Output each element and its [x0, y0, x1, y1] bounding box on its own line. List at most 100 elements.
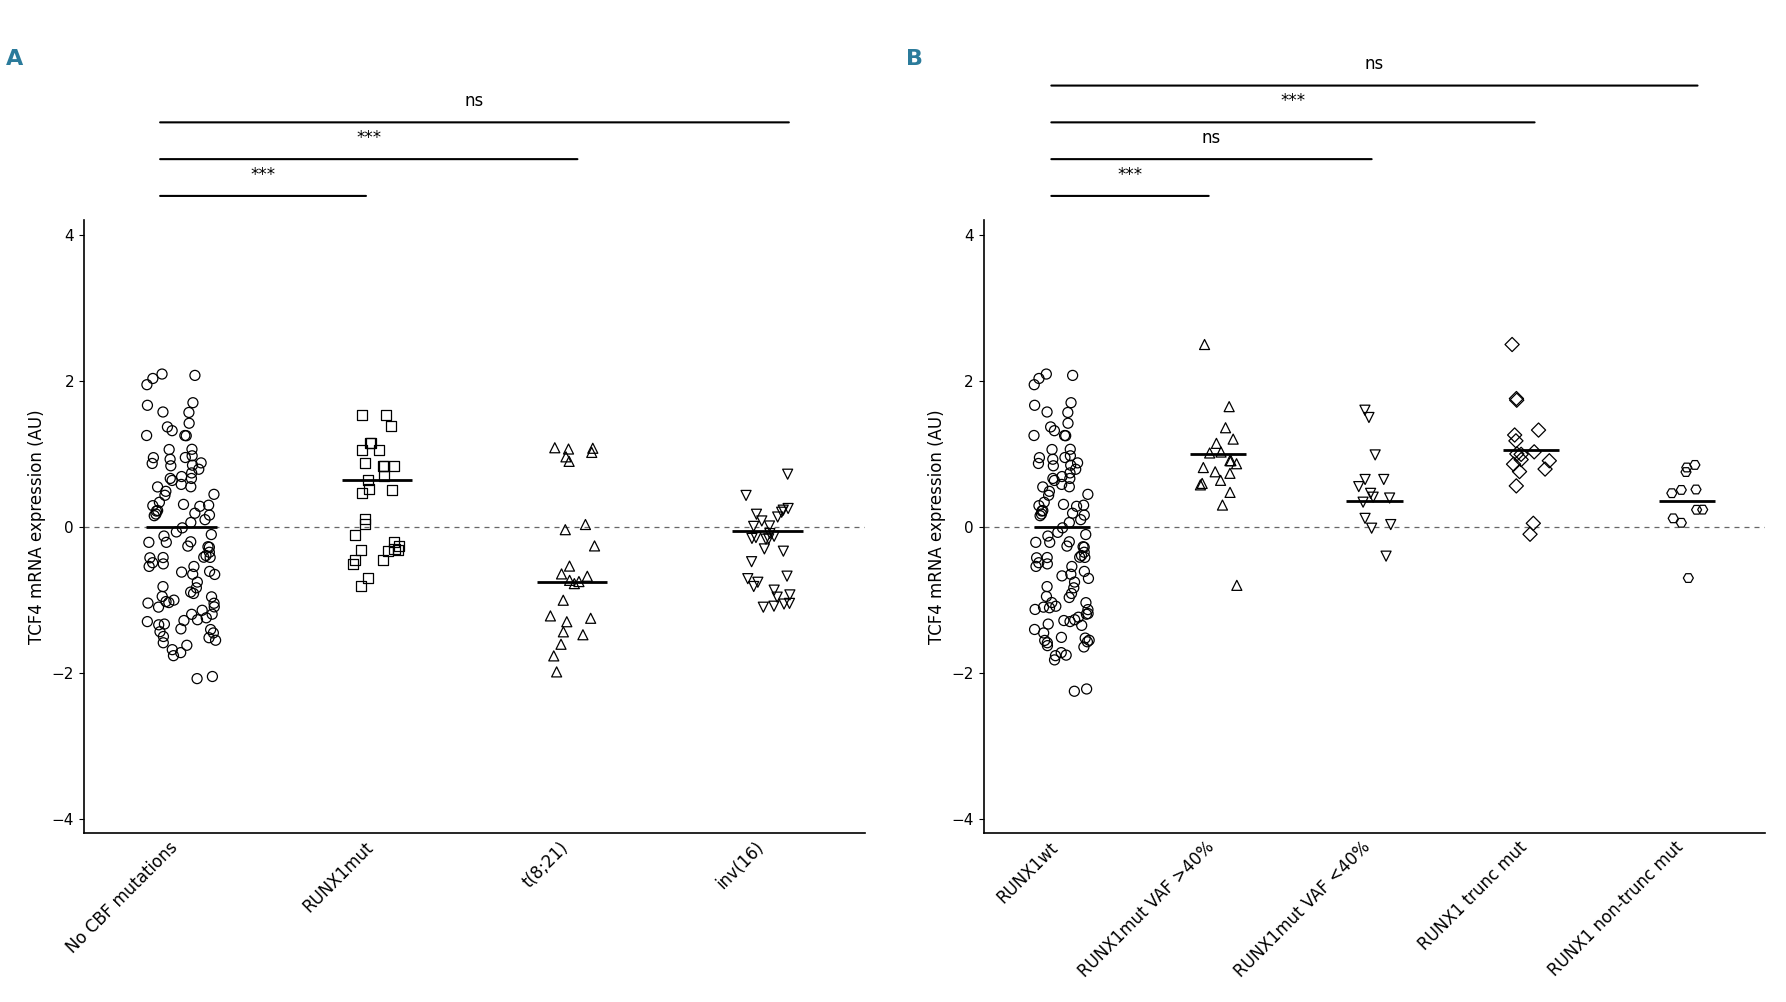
Point [1072, 606, 1100, 622]
Point [1032, 404, 1061, 420]
Point [1498, 337, 1527, 353]
Point [182, 574, 211, 590]
Point [195, 629, 223, 645]
Point [1036, 419, 1064, 435]
Point [1345, 479, 1373, 495]
Point [1377, 517, 1406, 533]
Point [377, 418, 405, 434]
Point [1061, 611, 1089, 627]
Point [1036, 483, 1064, 499]
Point [1070, 507, 1098, 523]
Point [1516, 526, 1545, 542]
Point [179, 457, 207, 473]
Point [138, 456, 166, 472]
Point [1361, 447, 1390, 463]
Point [564, 573, 593, 589]
Point [188, 602, 216, 618]
Point [1052, 647, 1081, 663]
Point [1072, 681, 1100, 697]
Point [1054, 405, 1082, 421]
Point [1047, 629, 1075, 645]
Point [173, 538, 202, 554]
Point [1022, 550, 1050, 566]
Point [171, 428, 200, 444]
Point [139, 371, 168, 387]
Point [184, 611, 213, 627]
Point [368, 458, 396, 474]
Point [152, 593, 180, 609]
Point [1068, 617, 1097, 633]
Point [346, 578, 375, 594]
Point [152, 483, 180, 499]
Point [370, 468, 398, 484]
Point [1038, 594, 1066, 610]
Point [143, 479, 171, 495]
Point [1063, 455, 1091, 471]
Point [168, 469, 196, 485]
Point [355, 481, 384, 497]
Point [1025, 508, 1054, 524]
Point [1056, 465, 1084, 481]
Point [180, 558, 209, 574]
Text: A: A [5, 49, 23, 69]
Point [1025, 371, 1054, 387]
Point [759, 598, 788, 614]
Point [139, 450, 168, 466]
Point [341, 552, 370, 568]
Point [177, 584, 205, 600]
Point [1059, 368, 1088, 384]
Point [1020, 397, 1048, 413]
Point [200, 486, 229, 502]
Point [1502, 392, 1531, 408]
Point [580, 538, 609, 554]
Point [1356, 485, 1384, 501]
Point [200, 599, 229, 615]
Point [1039, 652, 1068, 668]
Point [166, 621, 195, 637]
Point [738, 530, 766, 546]
Point [155, 470, 184, 486]
Point [1032, 634, 1061, 650]
Point [1036, 534, 1064, 550]
Point [752, 531, 780, 547]
Point [355, 436, 384, 452]
Point [1682, 502, 1711, 518]
Point [202, 632, 230, 648]
Point [1056, 589, 1084, 605]
Point [155, 594, 184, 610]
Point [134, 595, 163, 611]
Point [179, 585, 207, 601]
Point [373, 543, 402, 559]
Point [198, 668, 227, 684]
Point [1073, 570, 1102, 586]
Point [543, 664, 572, 680]
Point [1666, 482, 1695, 498]
Point [1039, 472, 1068, 488]
Point [152, 534, 180, 550]
Point [759, 582, 788, 598]
Point [1034, 528, 1063, 544]
Point [339, 556, 368, 572]
Point [1659, 510, 1688, 526]
Point [175, 415, 204, 431]
Point [1186, 477, 1214, 493]
Point [150, 616, 179, 632]
Point [1348, 494, 1377, 510]
Point [1068, 539, 1097, 555]
Point [150, 628, 179, 644]
Point [1070, 639, 1098, 655]
Point [134, 613, 163, 629]
Point [154, 419, 182, 435]
Point [1354, 410, 1382, 426]
Point [1534, 453, 1563, 469]
Point [1056, 479, 1084, 495]
Point [1032, 578, 1061, 594]
Point [1050, 450, 1079, 466]
Point [159, 647, 188, 663]
Point [1666, 515, 1695, 531]
Point [146, 623, 175, 639]
Point [1057, 585, 1086, 601]
Point [380, 541, 409, 557]
Point [1673, 570, 1702, 586]
Y-axis label: TCF4 mRNA expression (AU): TCF4 mRNA expression (AU) [29, 410, 46, 644]
